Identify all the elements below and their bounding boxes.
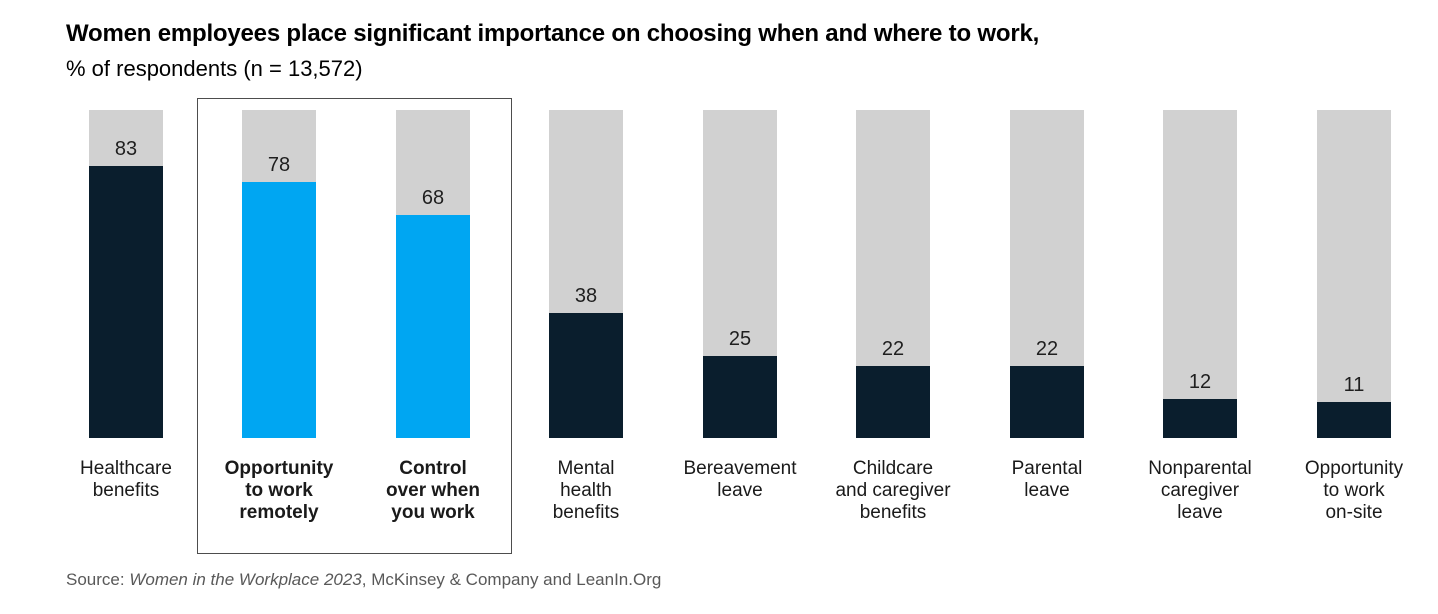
bar-category-label-line: Bereavement — [683, 458, 797, 479]
bar-category-label-line: Opportunity — [224, 458, 334, 479]
source-publication: Women in the Workplace 2023 — [129, 570, 362, 589]
bar-value-label: 25 — [728, 328, 752, 350]
bar-category-label-line: benefits — [552, 502, 620, 523]
chart-title: Women employees place significant import… — [66, 20, 1040, 47]
bar-category-label-line: Mental — [557, 458, 615, 479]
bar-fill — [703, 356, 777, 438]
bar-fill — [396, 215, 470, 438]
bar-category-label: Opportunity to work on-site — [1274, 458, 1434, 524]
source-suffix: , McKinsey & Company and LeanIn.Org — [361, 570, 662, 589]
bar-value-label: 68 — [421, 187, 445, 209]
bar-category-label-line: benefits — [859, 502, 927, 523]
bar-track: 11 — [1317, 110, 1391, 438]
bar-value-label: 11 — [1343, 374, 1365, 396]
bar-value-label: 22 — [881, 338, 905, 360]
bar-category-label-line: Childcare — [852, 458, 934, 479]
source-note: Source: Women in the Workplace 2023, McK… — [66, 570, 661, 590]
bar-fill — [1010, 366, 1084, 438]
bar-category-label-line: to work — [1323, 480, 1385, 501]
bar-category-label: Childcare and caregiver benefits — [813, 458, 973, 524]
bar-category-label: Mental health benefits — [506, 458, 666, 524]
bar-category-label-line: health — [560, 480, 612, 501]
bar-category-label-line: remotely — [239, 502, 319, 523]
bar-category-label-line: on-site — [1325, 502, 1383, 523]
bar-category-label-line: Nonparental — [1148, 458, 1252, 479]
bar-fill — [1317, 402, 1391, 438]
bar-category-label-line: leave — [1024, 480, 1070, 501]
bar-track: 68 — [396, 110, 470, 438]
bar-value-label: 78 — [267, 154, 291, 176]
bar-track: 78 — [242, 110, 316, 438]
bar-category-label-line: Parental — [1011, 458, 1083, 479]
bar-category-label-line: you work — [391, 502, 475, 523]
bar-value-label: 83 — [114, 138, 138, 160]
bar-track: 38 — [549, 110, 623, 438]
bar-fill — [549, 313, 623, 438]
bar-category-label: Control over when you work — [353, 458, 513, 524]
bar-category-label: Parental leave — [967, 458, 1127, 502]
bar-track: 12 — [1163, 110, 1237, 438]
bar-value-label: 22 — [1035, 338, 1059, 360]
bar-category-label-line: benefits — [92, 480, 160, 501]
bar-category-label: Healthcare benefits — [46, 458, 206, 502]
bar-fill — [856, 366, 930, 438]
bar-category-label-line: Control — [399, 458, 467, 479]
bar-track: 83 — [89, 110, 163, 438]
bar-category-label: Bereavement leave — [660, 458, 820, 502]
bar-track: 22 — [1010, 110, 1084, 438]
bar-track: 25 — [703, 110, 777, 438]
chart-subtitle: % of respondents (n = 13,572) — [66, 56, 363, 81]
bar-value-label: 38 — [574, 285, 598, 307]
source-prefix: Source: — [66, 570, 130, 589]
bar-track: 22 — [856, 110, 930, 438]
bar-category-label-line: to work — [245, 480, 313, 501]
bar-category-label: Nonparental caregiver leave — [1120, 458, 1280, 524]
bar-fill — [242, 182, 316, 438]
bar-category-label-line: Healthcare — [80, 458, 172, 479]
bar-category-label-line: Opportunity — [1304, 458, 1404, 479]
bar-category-label-line: leave — [1177, 502, 1223, 523]
bar-value-label: 12 — [1188, 371, 1212, 393]
bar-fill — [89, 166, 163, 438]
highlight-box-remote-work — [197, 98, 512, 554]
bar-category-label-line: and caregiver — [835, 480, 951, 501]
bar-category-label-line: over when — [386, 480, 480, 501]
bar-category-label-line: caregiver — [1160, 480, 1240, 501]
bar-category-label: Opportunity to work remotely — [199, 458, 359, 524]
bar-fill — [1163, 399, 1237, 438]
bar-category-label-line: leave — [717, 480, 763, 501]
